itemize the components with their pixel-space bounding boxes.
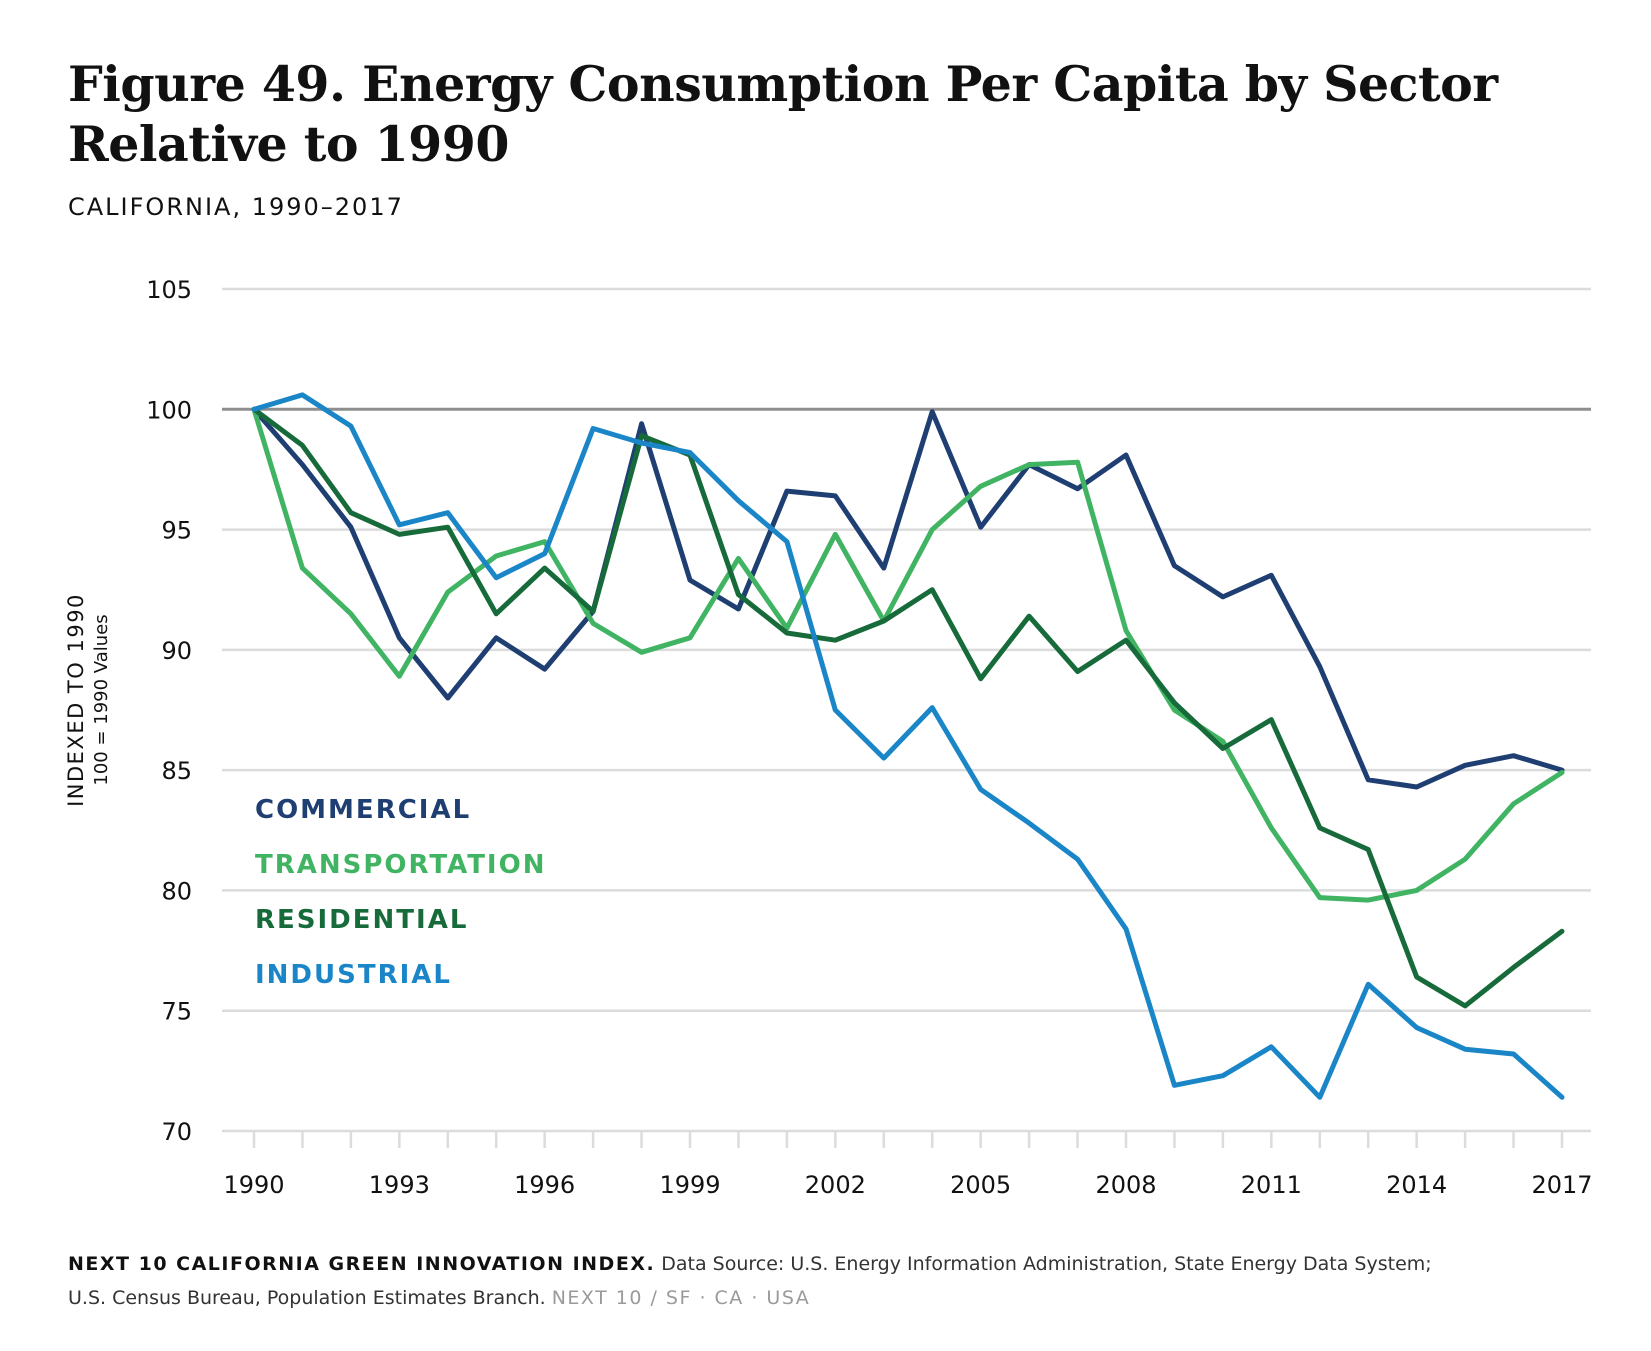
x-tick-label: 1999 [659,1171,720,1199]
x-tick-label: 1993 [369,1171,430,1199]
x-tick-label: 2014 [1386,1171,1447,1199]
chart-footer: NEXT 10 CALIFORNIA GREEN INNOVATION INDE… [68,1247,1608,1315]
x-tick-label: 2008 [1095,1171,1156,1199]
legend-item-transportation: TRANSPORTATION [255,850,546,880]
y-tick-label: 85 [161,757,192,785]
legend-item-industrial: INDUSTRIAL [255,960,452,990]
x-tick-label: 2005 [950,1171,1011,1199]
x-tick-label: 2011 [1241,1171,1302,1199]
y-axis-sublabel: 100 = 1990 Values [91,614,112,785]
series-line-residential [251,406,1565,1009]
legend-item-residential: RESIDENTIAL [255,905,468,935]
footer-source-line1: Data Source: U.S. Energy Information Adm… [661,1253,1432,1275]
y-tick-label: 70 [161,1118,192,1146]
x-tick-label: 1990 [223,1171,284,1199]
x-axis: 1990 1993 1996 1999 2002 2005 2008 2011 2014 2017 [222,1129,1593,1199]
footer-brand: NEXT 10 CALIFORNIA GREEN INNOVATION INDE… [68,1253,656,1275]
footer-credit: NEXT 10 / SF · CA · USA [551,1287,811,1309]
legend-item-commercial: COMMERCIAL [255,795,471,825]
x-tick-label: 1996 [514,1171,575,1199]
y-tick-label: 75 [161,998,192,1026]
line-chart: 70 75 80 85 90 95 100 105 1990 1993 1996 1999 2002 2… [64,276,1593,1199]
y-tick-label: 80 [161,877,192,905]
y-axis-title: INDEXED TO 1990 100 = 1990 Values [64,593,112,807]
series-line-commercial [251,406,1565,790]
legend: COMMERCIAL TRANSPORTATION RESIDENTIAL INDUS… [255,795,546,990]
x-tick-label: 2002 [805,1171,866,1199]
x-tick-label: 2017 [1531,1171,1592,1199]
y-tick-label: 100 [146,396,192,424]
y-tick-label: 105 [146,276,192,304]
series-line-industrial [251,392,1565,1100]
y-tick-label: 95 [161,517,192,545]
footer-source-line2: U.S. Census Bureau, Population Estimates… [68,1287,546,1309]
y-tick-label: 90 [161,637,192,665]
series-lines [251,392,1565,1100]
y-axis-label: INDEXED TO 1990 [64,593,88,807]
chart-subtitle: CALIFORNIA, 1990–2017 [68,193,404,221]
gridlines [222,287,1591,1012]
chart-title: Figure 49. Energy Consumption Per Capita… [68,55,1498,173]
y-axis-tick-labels: 70 75 80 85 90 95 100 105 [146,276,192,1146]
